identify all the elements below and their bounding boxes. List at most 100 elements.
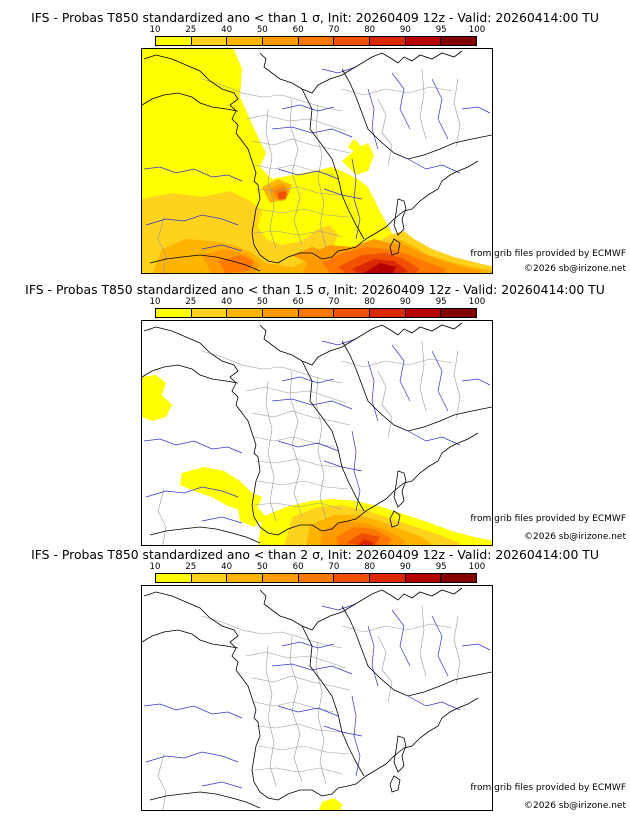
legend-swatch bbox=[263, 37, 299, 45]
credit-copyright: ©2026 sb@irizone.net bbox=[524, 532, 626, 542]
legend-swatch bbox=[405, 37, 442, 45]
probability-legend: 10 25 40 50 60 70 80 90 95 100 bbox=[150, 297, 486, 322]
legend-colorbar bbox=[155, 36, 477, 46]
legend-tick: 70 bbox=[328, 25, 340, 35]
legend-tick: 80 bbox=[364, 297, 376, 307]
rivers bbox=[143, 603, 491, 789]
credit-source: from grib files provided by ECMWF bbox=[470, 514, 626, 524]
legend-swatch bbox=[191, 309, 228, 317]
legend-tick: 10 bbox=[149, 297, 161, 307]
legend-swatch bbox=[370, 309, 406, 317]
legend-tick: 60 bbox=[292, 25, 304, 35]
legend-ticks: 10 25 40 50 60 70 80 90 95 100 bbox=[150, 25, 486, 36]
legend-swatch bbox=[156, 309, 192, 317]
probability-contour bbox=[278, 191, 286, 199]
legend-swatch bbox=[156, 37, 192, 45]
coastline bbox=[142, 587, 492, 809]
legend-tick: 90 bbox=[399, 297, 411, 307]
legend-tick: 25 bbox=[185, 25, 197, 35]
legend-swatch bbox=[227, 37, 264, 45]
panel-title: IFS - Probas T850 standardized ano < tha… bbox=[31, 547, 599, 562]
map-canvas bbox=[142, 322, 492, 545]
legend-tick: 40 bbox=[221, 562, 233, 572]
legend-tick: 70 bbox=[328, 297, 340, 307]
legend-swatch bbox=[441, 309, 477, 317]
legend-swatch bbox=[227, 574, 264, 582]
probability-contour bbox=[358, 539, 374, 545]
legend-swatch bbox=[405, 574, 442, 582]
legend-colorbar bbox=[155, 573, 477, 583]
legend-swatch bbox=[263, 574, 299, 582]
legend-tick: 95 bbox=[435, 562, 447, 572]
probability-contour bbox=[180, 467, 262, 511]
credit-source: from grib files provided by ECMWF bbox=[470, 249, 626, 259]
legend-ticks: 10 25 40 50 60 70 80 90 95 100 bbox=[150, 562, 486, 573]
probability-legend: 10 25 40 50 60 70 80 90 95 100 bbox=[150, 562, 486, 587]
legend-tick: 80 bbox=[364, 25, 376, 35]
legend-tick: 60 bbox=[292, 297, 304, 307]
legend-swatch bbox=[441, 574, 477, 582]
legend-tick: 100 bbox=[468, 297, 486, 307]
legend-tick: 40 bbox=[221, 25, 233, 35]
map-panel-3: IFS - Probas T850 standardized ano < tha… bbox=[0, 547, 630, 823]
legend-tick: 10 bbox=[149, 25, 161, 35]
map-panel-2: IFS - Probas T850 standardized ano < tha… bbox=[0, 282, 630, 558]
legend-tick: 100 bbox=[468, 562, 486, 572]
legend-tick: 40 bbox=[221, 297, 233, 307]
legend-swatch bbox=[441, 37, 477, 45]
rivers bbox=[143, 338, 491, 524]
legend-tick: 90 bbox=[399, 562, 411, 572]
probability-map bbox=[141, 585, 493, 811]
legend-tick: 25 bbox=[185, 562, 197, 572]
probability-field bbox=[142, 49, 492, 273]
legend-colorbar bbox=[155, 308, 477, 318]
credit-copyright: ©2026 sb@irizone.net bbox=[524, 801, 626, 811]
legend-tick: 25 bbox=[185, 297, 197, 307]
probability-contour bbox=[348, 139, 362, 153]
legend-tick: 60 bbox=[292, 562, 304, 572]
legend-swatch bbox=[334, 574, 371, 582]
legend-swatch bbox=[334, 37, 371, 45]
legend-tick: 80 bbox=[364, 562, 376, 572]
legend-swatch bbox=[334, 309, 371, 317]
legend-tick: 95 bbox=[435, 297, 447, 307]
legend-ticks: 10 25 40 50 60 70 80 90 95 100 bbox=[150, 297, 486, 308]
probability-map bbox=[141, 48, 493, 274]
legend-tick: 50 bbox=[256, 562, 268, 572]
probability-contour bbox=[142, 375, 172, 421]
credit-copyright: ©2026 sb@irizone.net bbox=[524, 264, 626, 274]
legend-tick: 70 bbox=[328, 562, 340, 572]
credit-source: from grib files provided by ECMWF bbox=[470, 783, 626, 793]
legend-swatch bbox=[227, 309, 264, 317]
probability-contour bbox=[364, 263, 396, 273]
probability-legend: 10 25 40 50 60 70 80 90 95 100 bbox=[150, 25, 486, 50]
map-canvas bbox=[142, 49, 492, 273]
legend-swatch bbox=[191, 37, 228, 45]
probability-contour bbox=[142, 213, 156, 227]
probability-field bbox=[142, 375, 492, 545]
legend-swatch bbox=[298, 309, 335, 317]
legend-swatch bbox=[156, 574, 192, 582]
legend-swatch bbox=[370, 37, 406, 45]
legend-tick: 10 bbox=[149, 562, 161, 572]
map-canvas bbox=[142, 587, 492, 810]
panel-title: IFS - Probas T850 standardized ano < tha… bbox=[31, 10, 599, 25]
admin-borders bbox=[157, 605, 461, 810]
legend-swatch bbox=[298, 37, 335, 45]
probability-contour bbox=[238, 503, 266, 527]
legend-swatch bbox=[191, 574, 228, 582]
probability-map bbox=[141, 320, 493, 546]
legend-tick: 50 bbox=[256, 25, 268, 35]
legend-tick: 95 bbox=[435, 25, 447, 35]
panel-title: IFS - Probas T850 standardized ano < tha… bbox=[25, 282, 605, 297]
legend-swatch bbox=[298, 574, 335, 582]
probability-field bbox=[318, 798, 342, 810]
legend-swatch bbox=[263, 309, 299, 317]
legend-swatch bbox=[370, 574, 406, 582]
legend-tick: 100 bbox=[468, 25, 486, 35]
probability-contour bbox=[318, 798, 342, 810]
probability-contour bbox=[342, 143, 374, 175]
legend-tick: 50 bbox=[256, 297, 268, 307]
legend-tick: 90 bbox=[399, 25, 411, 35]
map-panel-1: IFS - Probas T850 standardized ano < tha… bbox=[0, 10, 630, 286]
